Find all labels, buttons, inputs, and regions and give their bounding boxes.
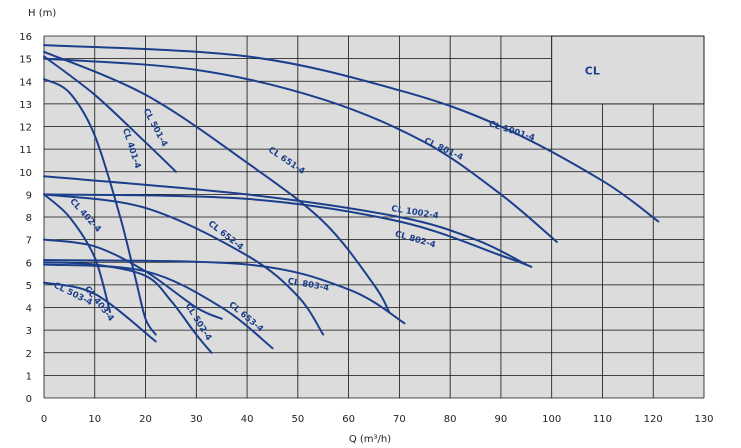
corner-box-border [551,35,705,105]
curve-cl-502-4 [43,261,213,354]
y-tick-label: 5 [26,281,32,292]
y-tick-label: 1 [26,371,32,382]
grid [43,35,705,399]
x-tick-label: 110 [593,414,612,425]
x-tick-label: 130 [694,414,713,425]
corner-box [551,36,704,104]
corner-label: CL [585,64,600,77]
y-tick-label: 4 [26,304,32,315]
curve-cl-503-4 [43,281,157,343]
curve-cl-653-4 [43,263,274,350]
y-tick-label: 13 [19,100,32,111]
curve-cl-1001-4 [43,44,660,223]
y-axis-title: H (m) [28,8,56,19]
x-axis-ticks: 0 10 20 30 40 50 60 70 80 90 100 110 120 130 [41,414,714,425]
x-tick-label: 90 [495,414,508,425]
y-tick-label: 0 [26,394,32,405]
curve-cl-651-4 [43,50,391,313]
curve-cl-803-4 [43,259,406,325]
x-tick-label: 70 [393,414,406,425]
x-axis-title: Q (m³/h) [349,434,391,445]
x-tick-label: 100 [542,414,561,425]
y-tick-label: 16 [19,32,32,43]
curve-cl-501-4 [43,55,177,173]
curves [43,44,660,354]
x-tick-label: 60 [342,414,355,425]
x-tick-label: 20 [139,414,152,425]
y-tick-label: 10 [19,168,32,179]
x-tick-label: 10 [88,414,101,425]
x-tick-label: 120 [644,414,663,425]
x-tick-label: 50 [291,414,304,425]
x-tick-label: 30 [190,414,203,425]
curve-cl-1002-4 [43,175,528,266]
y-tick-label: 8 [26,213,32,224]
curve-cl-801-4 [43,57,558,243]
y-tick-label: 14 [19,77,32,88]
x-tick-label: 80 [444,414,457,425]
curve-cl-402-4 [43,193,111,313]
y-tick-label: 3 [26,326,32,337]
y-tick-label: 15 [19,55,32,66]
curve-cl-652-4 [43,193,325,336]
y-tick-label: 2 [26,349,32,360]
y-tick-label: 12 [19,123,32,134]
curve-cl-802-4 [43,193,533,268]
y-tick-label: 9 [26,190,32,201]
y-tick-label: 7 [26,236,32,247]
x-tick-label: 0 [41,414,47,425]
curve-cl-401-4 [43,78,157,336]
y-tick-label: 6 [26,258,32,269]
y-tick-label: 11 [19,145,32,156]
x-tick-label: 40 [241,414,254,425]
